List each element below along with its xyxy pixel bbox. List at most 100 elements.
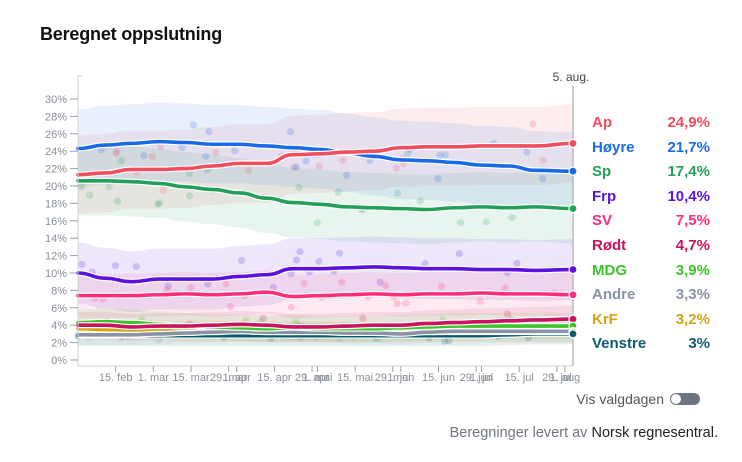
trend-line-frp <box>76 265 575 284</box>
poll-dot-høyre <box>178 143 186 151</box>
poll-dot-sp <box>156 199 164 207</box>
poll-dot-ap <box>315 162 324 170</box>
x-tick-label: 1. jul <box>470 372 493 384</box>
poll-dot-frp <box>164 282 172 290</box>
poll-dot-høyre <box>202 152 210 160</box>
poll-dot-sv <box>501 284 509 292</box>
legend-item-andre: Andre 3,3% <box>592 286 710 311</box>
poll-dot-frp <box>237 257 246 265</box>
legend: Ap 24,9% Høyre 21,7% Sp 17,4% Frp 10,4% SV 7,5% Rø… <box>592 114 710 360</box>
poll-dot-sv <box>222 280 230 288</box>
legend-party-name: Venstre <box>592 335 647 353</box>
toggle-label: Vis valgdagen <box>576 391 664 407</box>
poll-dot-frp <box>335 249 344 257</box>
legend-party-value: 3,9% <box>675 261 710 279</box>
x-tick-label: 1. aug <box>550 372 581 384</box>
chart-title: Beregnet oppslutning <box>40 24 222 44</box>
show-election-day-toggle[interactable] <box>670 393 700 405</box>
end-markers <box>568 138 578 339</box>
poll-dot-høyre <box>205 127 213 136</box>
legend-party-name: Frp <box>592 187 617 205</box>
x-tick-label: 15. feb <box>99 372 133 384</box>
y-tick-label: 24% <box>45 146 67 158</box>
poll-dot-sp <box>416 197 424 205</box>
poll-dot-sv <box>393 300 401 308</box>
legend-party-name: Høyre <box>592 138 635 156</box>
end-marker-høyre <box>568 166 578 176</box>
x-tick-label: 29. mai <box>375 372 411 384</box>
legend-party-name: Ap <box>592 114 612 131</box>
x-tick-label: 15. mai <box>337 372 373 384</box>
poll-dot-sv <box>226 303 235 311</box>
poll-dot-sp <box>394 189 402 197</box>
legend-item-sv: SV 7,5% <box>592 212 710 237</box>
poll-dot-sp <box>508 213 516 222</box>
poll-dot-høyre <box>231 147 239 155</box>
x-tick-label: 29. jul <box>542 372 571 384</box>
y-tick-label: 26% <box>45 129 67 141</box>
trend-line-andre <box>76 329 575 337</box>
end-marker-ap <box>568 138 578 148</box>
legend-party-value: 21,7% <box>667 138 710 156</box>
poll-dot-frp <box>111 262 119 270</box>
x-tick-label: 29. apr <box>295 372 330 384</box>
poll-dot-sp <box>457 219 465 227</box>
poll-dot-sv <box>476 297 484 306</box>
x-tick-label: 15. apr <box>257 372 292 384</box>
end-marker-sp <box>568 204 578 214</box>
trend-line-rødt <box>76 317 575 329</box>
legend-item-krf: KrF 3,2% <box>592 311 710 336</box>
y-tick-label: 8% <box>51 285 67 297</box>
x-tick-label: 15. jul <box>505 372 534 384</box>
poll-dot-sv <box>187 284 195 292</box>
legend-party-name: Andre <box>592 286 636 304</box>
poll-dot-sp <box>313 219 321 227</box>
poll-dot-sp <box>185 192 194 200</box>
credit-prefix: Beregninger levert av <box>449 425 592 441</box>
x-tick-label: 15. jun <box>422 372 455 384</box>
poll-dot-ap <box>212 148 220 157</box>
y-tick-label: 0% <box>51 355 67 367</box>
poll-dot-sv <box>381 282 390 290</box>
poll-dot-frp <box>132 263 140 271</box>
poll-dot-sv <box>287 303 295 311</box>
y-tick-label: 6% <box>51 303 67 315</box>
legend-party-name: MDG <box>592 261 627 279</box>
poll-dot-høyre <box>404 149 412 157</box>
poll-dot-ap <box>244 166 252 175</box>
end-marker-venstre <box>568 329 578 339</box>
legend-item-høyre: Høyre 21,7% <box>592 139 710 164</box>
poll-dot-rødt <box>259 314 267 322</box>
show-election-day-toggle-row[interactable]: Vis valgdagen <box>576 391 700 407</box>
x-tick-label: 15. mar <box>172 372 210 384</box>
poll-dot-høyre <box>342 171 351 179</box>
poll-dot-sp <box>482 218 490 226</box>
poll-dot-sv <box>338 278 346 286</box>
x-tick-label: 1. apr <box>223 372 251 384</box>
poll-dot-frp <box>315 257 323 265</box>
x-tick-label: 29. mar <box>210 372 248 384</box>
poll-dot-venstre <box>441 337 449 345</box>
poll-dot-ap <box>392 164 400 172</box>
poll-dot-ap <box>148 153 156 161</box>
legend-party-value: 4,7% <box>675 236 710 254</box>
x-tick-label: 29. jun <box>460 372 493 384</box>
poll-dot-høyre <box>189 121 198 129</box>
trend-lines <box>76 138 575 339</box>
poll-dot-sp <box>185 169 193 178</box>
poll-dot-sp <box>154 200 162 208</box>
toggle-knob <box>671 394 681 404</box>
poll-dot-sp <box>117 157 125 165</box>
y-tick-label: 20% <box>45 181 67 193</box>
y-tick-label: 10% <box>45 268 67 280</box>
trend-line-ap <box>76 141 575 177</box>
band-sp <box>78 145 573 245</box>
legend-party-name: Sp <box>592 163 612 181</box>
credit-org[interactable]: Norsk regnesentral. <box>591 425 718 441</box>
poll-dot-rødt <box>503 310 512 318</box>
poll-dot-ap <box>290 163 298 171</box>
legend-party-value: 3% <box>688 335 710 353</box>
y-tick-label: 12% <box>45 251 67 263</box>
poll-dot-høyre <box>539 175 547 183</box>
legend-party-value: 3,2% <box>675 310 710 328</box>
